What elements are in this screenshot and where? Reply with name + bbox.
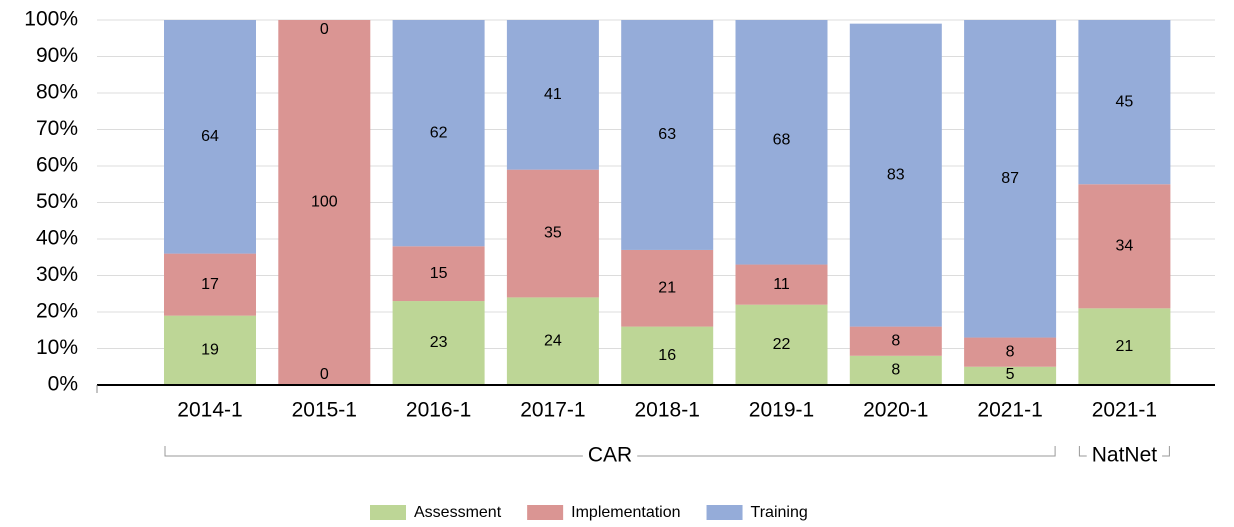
- bar-segment: [735, 304, 828, 385]
- legend-swatch: [527, 505, 564, 520]
- group-bracket: [1078, 446, 1170, 457]
- bar-segment: [621, 326, 714, 385]
- data-label: 21: [658, 279, 676, 296]
- legend-swatch: [370, 505, 406, 520]
- bar-segment: [964, 337, 1057, 367]
- bar-segment: [735, 20, 828, 265]
- data-label: 15: [430, 265, 448, 282]
- data-label: 8: [1006, 343, 1015, 360]
- data-label: 64: [201, 128, 219, 145]
- bar-segment: [849, 23, 942, 327]
- data-label: 68: [773, 132, 791, 149]
- bar-segment: [164, 20, 256, 254]
- data-label: 45: [1116, 93, 1134, 110]
- y-tick-label: 60%: [36, 154, 78, 177]
- y-tick-label: 80%: [36, 81, 78, 104]
- data-label: 83: [887, 166, 905, 183]
- group-label: CAR: [588, 444, 632, 467]
- bar-segment: [1078, 20, 1171, 185]
- bar-segment: [735, 264, 828, 305]
- bars: [164, 20, 1171, 385]
- legend-swatch: [706, 505, 743, 520]
- x-tick-label: 2014-1: [177, 399, 242, 422]
- x-tick-label: 2015-1: [292, 399, 357, 422]
- data-label: 8: [891, 332, 900, 349]
- data-label: 11: [773, 276, 790, 293]
- y-tick-label: 70%: [36, 117, 78, 140]
- legend-label: Assessment: [414, 504, 502, 521]
- legend-label: Training: [751, 504, 808, 521]
- data-label: 0: [320, 21, 329, 38]
- data-label: 87: [1001, 170, 1019, 187]
- bar-segment: [164, 315, 256, 385]
- bar-segment: [506, 20, 599, 170]
- bar-segment: [392, 246, 485, 302]
- y-tick-label: 40%: [36, 227, 78, 250]
- data-label: 19: [201, 342, 219, 359]
- bar-segment: [506, 169, 599, 298]
- x-tick-label: 2020-1: [863, 399, 928, 422]
- bar-segment: [621, 249, 714, 327]
- bar-segment: [392, 20, 485, 247]
- legend-label: Implementation: [571, 504, 680, 521]
- data-label: 41: [544, 86, 562, 103]
- data-label: 62: [430, 124, 448, 141]
- bar-segment: [964, 20, 1057, 338]
- group-label: NatNet: [1092, 444, 1158, 467]
- bar-segment: [506, 297, 599, 385]
- x-tick-label: 2021-1: [977, 399, 1042, 422]
- data-label: 24: [544, 332, 562, 349]
- data-label: 100: [311, 194, 338, 211]
- data-label: 63: [658, 126, 676, 143]
- x-tick-label: 2021-1: [1092, 399, 1157, 422]
- x-tick-label: 2019-1: [749, 399, 814, 422]
- bar-segment: [1078, 184, 1171, 309]
- x-tick-label: 2016-1: [406, 399, 471, 422]
- x-tick-label: 2017-1: [520, 399, 585, 422]
- y-tick-label: 90%: [36, 44, 78, 67]
- y-tick-label: 10%: [36, 336, 78, 359]
- data-label: 34: [1116, 238, 1134, 255]
- bar-segment: [164, 253, 256, 316]
- bar-segment: [964, 366, 1057, 385]
- bar-segment: [392, 301, 485, 385]
- group-bracket: [164, 446, 1056, 457]
- data-label: 0: [320, 366, 329, 383]
- overlay: 0% 10% 20% 30% 40% 50% 60% 70% 80% 90% 100% 19 17 64 2…: [24, 8, 1215, 521]
- bar-segment: [1078, 308, 1171, 385]
- data-label: 16: [658, 347, 676, 364]
- bar-segment: [278, 20, 371, 385]
- data-label: 22: [773, 336, 791, 353]
- data-label: 8: [891, 362, 900, 379]
- bar-segment: [849, 355, 942, 385]
- data-label: 5: [1006, 366, 1015, 383]
- bar-segment: [849, 326, 942, 356]
- x-tick-label: 2018-1: [635, 399, 700, 422]
- bar-segment: [621, 20, 714, 250]
- data-label: 23: [430, 334, 448, 351]
- y-tick-label: 0%: [48, 373, 78, 396]
- data-label: 35: [544, 225, 562, 242]
- data-label: 21: [1116, 338, 1134, 355]
- y-tick-label: 20%: [36, 300, 78, 323]
- y-tick-label: 50%: [36, 190, 78, 213]
- y-tick-label: 30%: [36, 263, 78, 286]
- y-tick-label: 100%: [24, 8, 78, 31]
- data-label: 17: [201, 276, 219, 293]
